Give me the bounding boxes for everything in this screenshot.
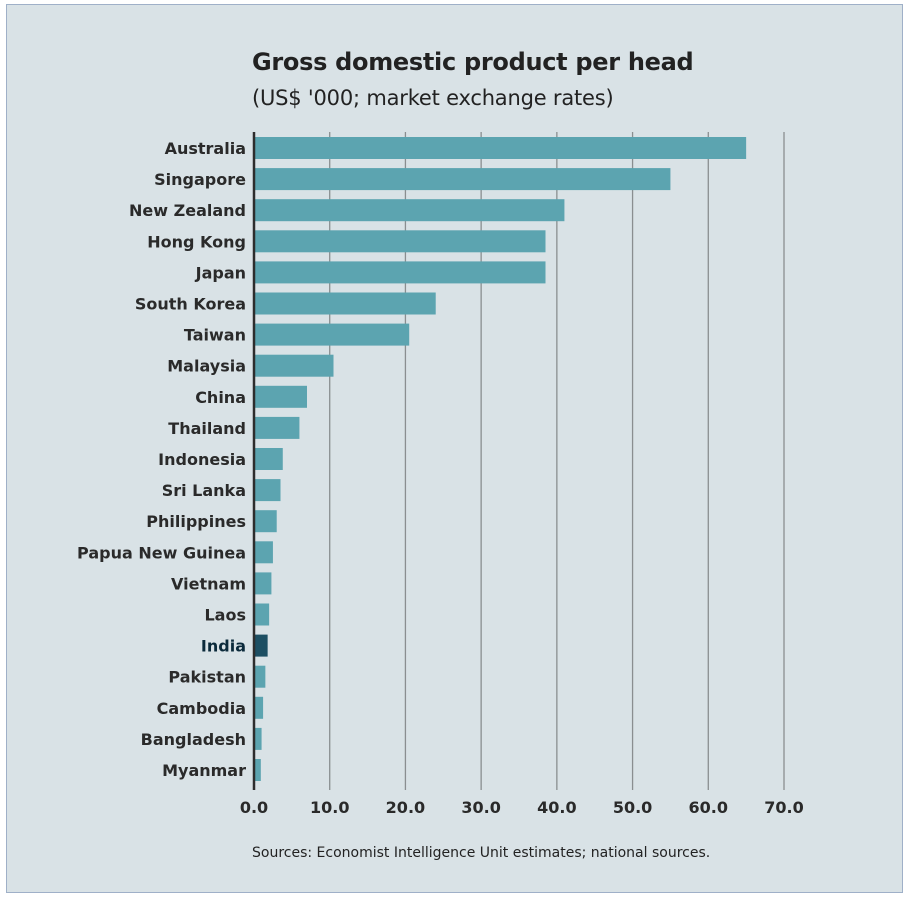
x-tick-label: 20.0 xyxy=(386,798,425,817)
category-label: Laos xyxy=(204,606,246,625)
category-label: India xyxy=(201,637,246,656)
category-label: Thailand xyxy=(168,419,246,438)
category-label: Japan xyxy=(195,263,246,282)
chart-title: Gross domestic product per head xyxy=(252,48,694,76)
category-label: Hong Kong xyxy=(147,232,246,251)
category-label: Singapore xyxy=(154,170,246,189)
category-label: Indonesia xyxy=(158,450,246,469)
category-label: Pakistan xyxy=(168,668,246,687)
bar xyxy=(254,759,261,781)
chart-subtitle: (US$ '000; market exchange rates) xyxy=(252,86,614,110)
x-tick-label: 30.0 xyxy=(461,798,500,817)
bar xyxy=(254,385,307,408)
bar xyxy=(254,292,436,315)
chart-source: Sources: Economist Intelligence Unit est… xyxy=(252,845,711,861)
bar xyxy=(254,230,546,253)
category-label: Malaysia xyxy=(167,357,246,376)
x-tick-label: 70.0 xyxy=(764,798,803,817)
x-tick-label: 40.0 xyxy=(537,798,576,817)
bar xyxy=(254,354,334,377)
bar xyxy=(254,572,272,595)
bar xyxy=(254,168,671,191)
category-label: China xyxy=(195,388,246,407)
bar xyxy=(254,448,283,470)
category-label: Taiwan xyxy=(184,326,246,345)
category-label: South Korea xyxy=(135,295,246,314)
x-tick-label: 10.0 xyxy=(310,798,349,817)
bar xyxy=(254,261,546,284)
x-tick-label: 0.0 xyxy=(240,798,268,817)
bar xyxy=(254,479,281,502)
category-label: New Zealand xyxy=(129,201,246,220)
bar xyxy=(254,323,410,346)
category-label: Cambodia xyxy=(157,699,246,718)
category-label: Vietnam xyxy=(171,574,246,593)
x-tick-label: 50.0 xyxy=(613,798,652,817)
bar xyxy=(254,541,273,564)
bar xyxy=(254,416,300,439)
category-label: Sri Lanka xyxy=(162,481,246,500)
bar xyxy=(254,603,270,626)
category-label: Papua New Guinea xyxy=(77,543,246,562)
bar xyxy=(254,199,565,222)
x-tick-label: 60.0 xyxy=(689,798,728,817)
bar xyxy=(254,634,268,657)
bar xyxy=(254,510,277,533)
category-label: Australia xyxy=(165,139,246,158)
category-label: Philippines xyxy=(146,512,246,531)
bar xyxy=(254,696,264,719)
bar xyxy=(254,137,747,159)
category-label: Myanmar xyxy=(162,761,246,780)
bar xyxy=(254,665,266,688)
category-label: Bangladesh xyxy=(141,730,246,749)
bar xyxy=(254,727,262,750)
